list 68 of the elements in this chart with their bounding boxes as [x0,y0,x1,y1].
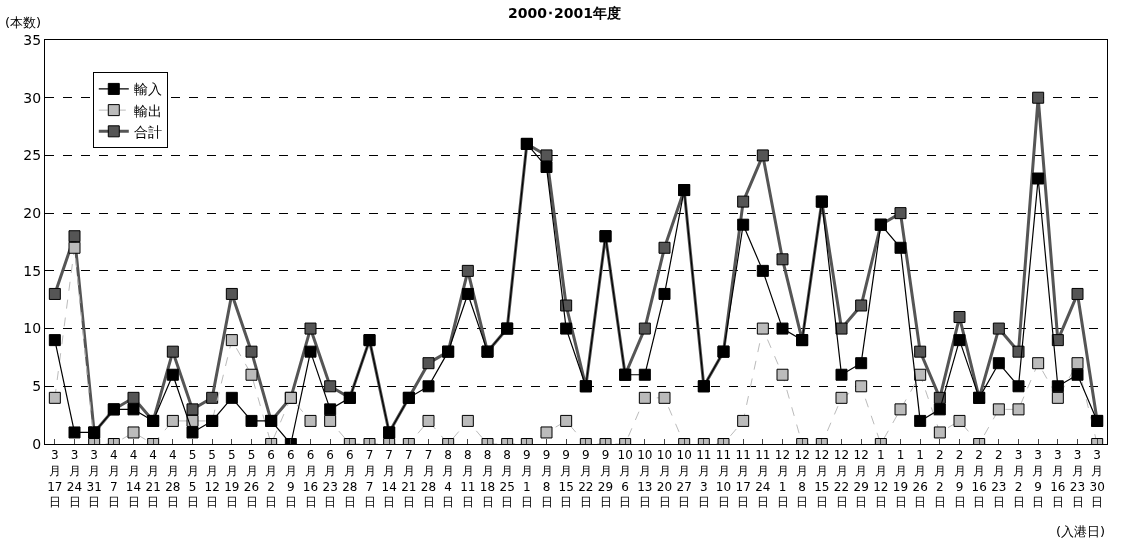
x-tick-label: 10月6日 [617,448,633,510]
x-tick-label: 7月7日 [363,448,376,510]
x-tick-label: 3月2日 [1012,448,1025,510]
x-tick-label: 5月26日 [243,448,260,510]
x-tick-label: 6月16日 [302,448,319,510]
x-tick-label: 11月24日 [755,448,771,510]
x-tick-label: 3月30日 [1089,448,1105,510]
x-tick-label: 10月13日 [637,448,653,510]
x-tick-label: 4月14日 [125,448,142,510]
y-tick-label: 10 [23,320,42,337]
x-tick-label: 1月19日 [892,448,909,510]
x-tick-label: 3月17日 [47,448,63,510]
x-tick-label: 8月25日 [499,448,515,510]
x-tick-label: 6月28日 [342,448,358,510]
y-tick-label: 35 [23,31,42,48]
x-tick-label: 3月16日 [1050,448,1066,510]
legend-label: 合計 [133,123,162,140]
y-tick-label: 30 [23,89,42,106]
x-tick-label: 9月22日 [578,448,594,510]
x-tick-label: 3月31日 [86,448,102,510]
y-tick-label: 0 [32,435,42,452]
x-tick-label: 6月23日 [322,448,338,510]
x-tick-label: 8月4日 [442,448,455,510]
x-tick-label: 8月11日 [460,448,476,510]
x-tick-label: 11月10日 [715,448,732,510]
x-tick-label: 2月2日 [933,448,946,510]
x-tick-label: 1月12日 [873,448,889,510]
x-tick-label: 4月21日 [145,448,161,510]
x-tick-label: 3月9日 [1032,448,1045,510]
x-tick-label: 12月15日 [814,448,830,510]
x-tick-label: 2月23日 [991,448,1007,510]
y-tick-label: 20 [23,205,42,222]
y-tick-label: 5 [32,378,42,395]
x-tick-label: 4月28日 [165,448,181,510]
x-tick-label: 12月29日 [853,448,869,510]
y-tick-label: 25 [23,147,42,164]
x-tick-label: 10月20日 [656,448,673,510]
x-tick-label: 12月1日 [774,448,791,510]
x-tick-label: 11月17日 [735,448,751,510]
x-tick-label: 12月22日 [833,448,850,510]
x-tick-label: 7月14日 [381,448,397,510]
x-tick-label: 8月18日 [479,448,496,510]
chart-title: 2000･2001年度 [508,5,621,22]
x-tick-label: 9月8日 [540,448,553,510]
x-tick-label: 7月28日 [420,448,437,510]
x-tick-label: 2月16日 [971,448,987,510]
x-tick-label: 9月15日 [558,448,574,510]
x-tick-label: 5月19日 [224,448,240,510]
x-tick-label: 3月23日 [1069,448,1086,510]
x-tick-label: 9月1日 [520,448,533,510]
x-tick-label: 6月9日 [284,448,297,510]
legend-label: 輸出 [133,102,162,119]
x-tick-label: 4月7日 [107,448,120,510]
x-tick-label: 12月8日 [794,448,810,510]
y-tick-label: 15 [23,262,42,279]
x-tick-label: 1月26日 [912,448,928,510]
x-tick-label: 7月21日 [401,448,417,510]
x-tick-label: 10月27日 [676,448,692,510]
x-axis-title: (入港日) [1056,524,1106,539]
x-tick-label: 3月24日 [66,448,83,510]
x-tick-label: 2月9日 [953,448,966,510]
x-tick-label: 9月29日 [597,448,614,510]
y-axis-title: (本数) [5,15,42,30]
x-tick-label: 5月5日 [186,448,199,510]
x-tick-label: 11月3日 [696,448,712,510]
x-tick-label: 5月12日 [204,448,220,510]
legend-label: 輸入 [133,81,162,98]
x-tick-label: 6月2日 [265,448,278,510]
